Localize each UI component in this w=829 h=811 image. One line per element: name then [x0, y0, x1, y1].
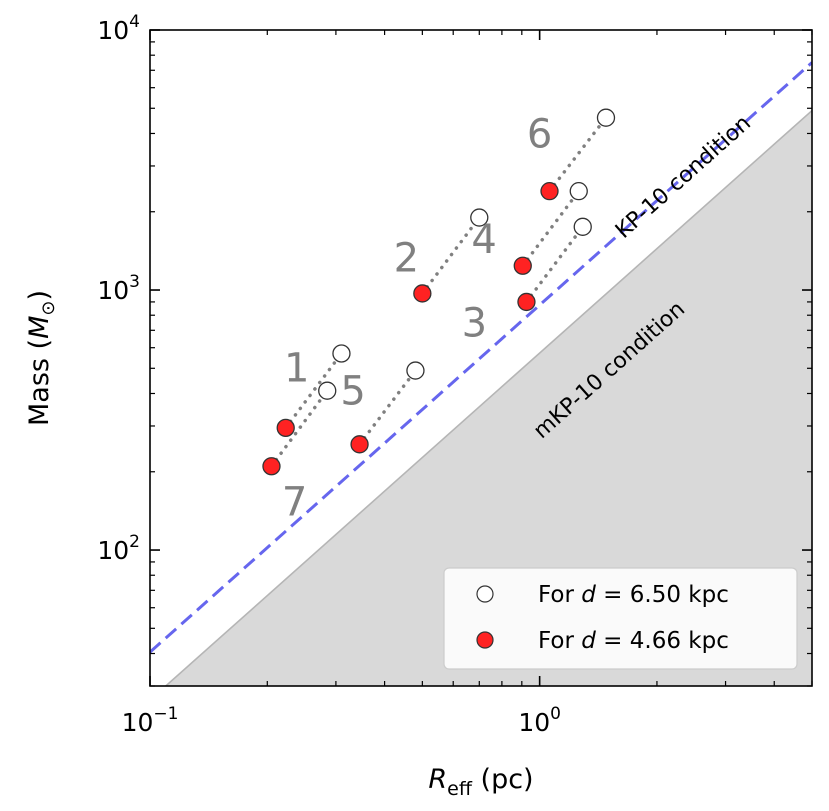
- legend-label-6.50kpc-suffix: = 6.50 kpc: [596, 582, 729, 608]
- data-point-4.66kpc-3: [517, 292, 536, 312]
- legend-box: [443, 567, 798, 670]
- y-axis-label-symbol: M: [24, 316, 55, 339]
- y-axis-label: Mass (M⊙): [24, 290, 59, 426]
- data-point-6.50kpc-1: [332, 344, 351, 363]
- data-point-6.50kpc-3: [573, 217, 592, 236]
- legend-label-4.66kpc: For d = 4.66 kpc: [538, 628, 729, 654]
- x-axis-label-unit-space: [472, 764, 481, 795]
- y-axis-label-close: ): [24, 290, 55, 301]
- y-tick-label-base: 10: [97, 536, 129, 565]
- data-point-4.66kpc-5: [350, 435, 369, 454]
- legend-label-6.50kpc-var: d: [581, 582, 596, 608]
- pair-connectors: [269, 115, 608, 469]
- y-axis-label-subscript: ⊙: [38, 301, 59, 316]
- series-6.50kpc: [318, 108, 616, 400]
- legend-label-4.66kpc-var: d: [581, 628, 596, 654]
- x-tick-label: 100: [518, 704, 561, 737]
- x-axis-label-unit: (pc): [481, 764, 534, 795]
- x-axis-label: Reff (pc): [428, 764, 533, 800]
- x-tick-label-base: 10: [518, 708, 550, 737]
- pair-label-4: 4: [471, 217, 496, 263]
- series-4.66kpc: [262, 182, 559, 476]
- y-tick-label-exponent: 3: [129, 272, 140, 292]
- data-point-4.66kpc-7: [262, 457, 281, 476]
- legend-label-4.66kpc-prefix: For: [538, 628, 581, 654]
- y-tick-label-exponent: 4: [129, 12, 140, 32]
- mkp10-condition-line: [164, 109, 812, 686]
- y-tick-label-exponent: 2: [129, 532, 140, 552]
- data-point-4.66kpc-2: [413, 284, 432, 303]
- connector-6: [547, 115, 608, 193]
- kp10-condition-line: [150, 61, 812, 654]
- legend-label-6.50kpc-prefix: For: [538, 582, 581, 608]
- y-tick-label: 104: [97, 12, 140, 45]
- legend: For d = 6.50 kpc For d = 4.66 kpc: [443, 567, 798, 670]
- x-tick-label: 10−1: [122, 704, 179, 737]
- pair-label-3: 3: [462, 301, 487, 347]
- data-point-4.66kpc-1: [276, 418, 295, 438]
- x-tick-label-exponent: −1: [153, 704, 178, 724]
- connector-5: [357, 368, 418, 447]
- connector-3: [524, 225, 585, 304]
- data-point-6.50kpc-5: [406, 361, 425, 380]
- connector-4: [521, 189, 581, 268]
- y-tick-label: 103: [97, 272, 140, 305]
- data-point-6.50kpc-4: [569, 182, 588, 201]
- pair-label-6: 6: [527, 111, 552, 157]
- data-point-6.50kpc-2: [470, 208, 489, 227]
- data-point-4.66kpc-4: [513, 256, 532, 275]
- x-tick-label-base: 10: [122, 708, 154, 737]
- x-axis-label-symbol: R: [428, 764, 447, 795]
- pair-label-7: 7: [282, 479, 307, 525]
- legend-label-6.50kpc: For d = 6.50 kpc: [538, 582, 729, 608]
- plot-frame: [149, 29, 813, 687]
- y-axis-label-text: Mass (: [24, 339, 55, 426]
- connector-2: [420, 215, 482, 296]
- x-axis-label-subscript: eff: [447, 778, 473, 800]
- connector-7: [269, 388, 329, 469]
- x-tick-label-exponent: 0: [550, 704, 561, 724]
- legend-label-4.66kpc-suffix: = 4.66 kpc: [596, 628, 729, 654]
- axis-ticks: [149, 29, 813, 687]
- y-tick-label-base: 10: [97, 16, 129, 45]
- data-point-6.50kpc-6: [596, 108, 616, 127]
- data-point-6.50kpc-7: [318, 381, 337, 400]
- pair-label-2: 2: [394, 235, 419, 281]
- pair-label-1: 1: [284, 346, 309, 392]
- y-tick-label-base: 10: [97, 276, 129, 305]
- connector-1: [283, 351, 344, 430]
- pair-label-5: 5: [340, 368, 365, 414]
- data-point-4.66kpc-6: [540, 182, 559, 201]
- y-tick-label: 102: [97, 532, 140, 565]
- legend-marker-4.66kpc: [476, 631, 494, 649]
- legend-marker-6.50kpc: [476, 585, 494, 603]
